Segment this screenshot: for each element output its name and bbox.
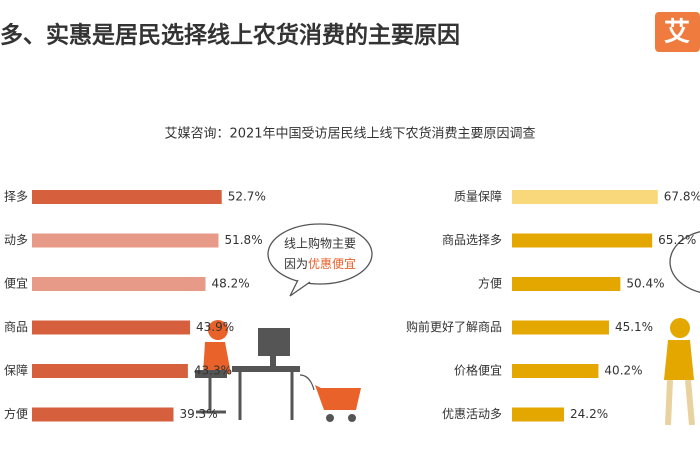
bar bbox=[512, 277, 621, 291]
bar bbox=[512, 407, 565, 422]
bar bbox=[32, 407, 174, 422]
value-label: 45.1% bbox=[615, 320, 653, 334]
value-label: 43.9% bbox=[196, 320, 234, 334]
value-label: 52.7% bbox=[228, 190, 266, 204]
bubble-highlight: 优惠便宜 bbox=[308, 256, 356, 271]
category-label: 择多 bbox=[4, 190, 28, 204]
bar bbox=[32, 320, 191, 335]
bar bbox=[32, 190, 222, 204]
bar bbox=[512, 233, 653, 248]
category-label: 优惠活动多 bbox=[442, 407, 502, 421]
category-label: 方便 bbox=[478, 276, 502, 291]
value-label: 50.4% bbox=[626, 277, 664, 291]
logo: 艾 bbox=[664, 18, 690, 48]
value-label: 43.3% bbox=[194, 364, 232, 378]
bar bbox=[32, 277, 206, 291]
value-label: 48.2% bbox=[212, 277, 250, 291]
category-label: 商品 bbox=[4, 319, 28, 334]
bar bbox=[512, 364, 599, 378]
subtitle: 艾媒咨询：2021年中国受访居民线上线下农货消费主要原因调查 bbox=[164, 126, 535, 142]
category-label: 保障 bbox=[4, 363, 28, 378]
bar bbox=[512, 320, 609, 335]
value-label: 40.2% bbox=[604, 364, 642, 378]
category-label: 方便 bbox=[4, 406, 28, 421]
bubble-text-prefix: 因为 bbox=[284, 257, 308, 271]
value-label: 67.8% bbox=[664, 190, 700, 204]
value-label: 51.8% bbox=[224, 233, 262, 247]
illustration-right bbox=[664, 231, 700, 426]
bar bbox=[32, 364, 188, 378]
category-label: 商品选择多 bbox=[442, 232, 502, 247]
value-label: 24.2% bbox=[570, 407, 608, 421]
logo-bg bbox=[655, 12, 700, 52]
category-label: 质量保障 bbox=[454, 189, 502, 204]
bubble-text: 线上购物主要 bbox=[284, 236, 356, 251]
illustration bbox=[195, 320, 361, 422]
category-label: 价格便宜 bbox=[454, 363, 502, 378]
bar bbox=[32, 233, 219, 248]
category-label: 动多 bbox=[4, 233, 28, 247]
category-label: 购前更好了解商品 bbox=[406, 319, 502, 334]
value-label: 65.2% bbox=[658, 233, 696, 247]
slide-title: 多、实惠是居民选择线上农货消费的主要原因 bbox=[0, 22, 460, 49]
category-label: 便宜 bbox=[4, 276, 28, 291]
value-label: 39.3% bbox=[179, 407, 217, 421]
bar bbox=[512, 190, 658, 204]
bubble-text: 因为优惠便宜 bbox=[284, 256, 356, 271]
speech-bubble: 线上购物主要 因为优惠便宜 bbox=[267, 223, 373, 297]
